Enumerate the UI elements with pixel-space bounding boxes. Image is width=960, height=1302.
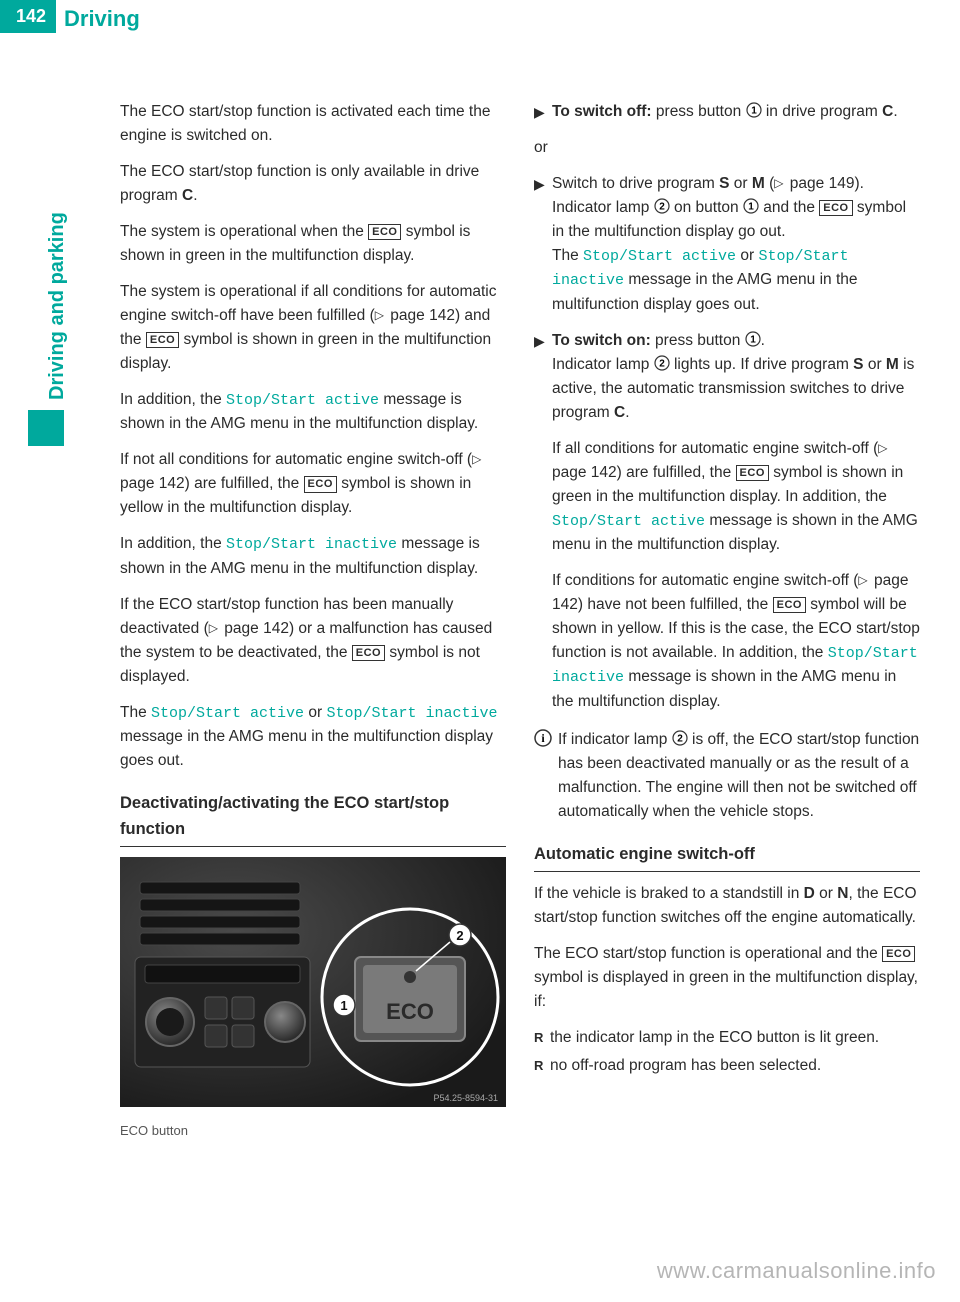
watermark: www.carmanualsonline.info (657, 1258, 936, 1284)
side-tab-label: Driving and parking (46, 212, 69, 400)
side-tab: Driving and parking (28, 170, 68, 450)
para: The ECO start/stop function is activated… (120, 100, 506, 148)
left-column: The ECO start/stop function is activated… (120, 100, 506, 1151)
figure-caption: ECO button (120, 1121, 506, 1141)
para: The system is operational when the ECO s… (120, 220, 506, 268)
eco-icon: ECO (352, 645, 385, 661)
triangle-icon: ▷ (774, 174, 783, 193)
para: The ECO start/stop function is operation… (534, 942, 920, 1014)
eco-button-figure: ECO 1 2 P54.25-8594-31 (120, 857, 506, 1107)
para: In addition, the Stop/Start inactive mes… (120, 532, 506, 580)
para: If the ECO start/stop function has been … (120, 593, 506, 689)
info-note: i If indicator lamp 2 is off, the ECO st… (534, 728, 920, 824)
svg-text:1: 1 (340, 998, 347, 1013)
svg-text:2: 2 (659, 358, 665, 369)
eco-icon: ECO (819, 200, 852, 216)
right-column: ▶ To switch off: press button 1 in drive… (534, 100, 920, 1151)
svg-text:2: 2 (456, 928, 463, 943)
triangle-icon: ▷ (472, 450, 481, 469)
content-area: The ECO start/stop function is activated… (120, 100, 920, 1151)
page-header: 142 Driving (0, 0, 960, 33)
action-item: ▶ Switch to drive program S or M (▷ page… (534, 172, 920, 317)
side-tab-block (28, 410, 64, 446)
callout-1-icon: 1 (743, 198, 759, 214)
para: In addition, the Stop/Start active messa… (120, 388, 506, 436)
para: If all conditions for automatic engine s… (552, 437, 920, 557)
triangle-icon: ▷ (209, 619, 218, 638)
eco-icon: ECO (146, 332, 179, 348)
subheading: Automatic engine switch-off (534, 842, 920, 868)
para: The ECO start/stop function is only avai… (120, 160, 506, 208)
callout-2-icon: 2 (654, 355, 670, 371)
page-title: Driving (56, 0, 140, 32)
svg-text:1: 1 (750, 334, 756, 345)
action-item: ▶ To switch on: press button 1. Indicato… (534, 329, 920, 425)
page-number: 142 (0, 0, 56, 33)
info-icon: i (534, 728, 558, 748)
bullet-item: R no off-road program has been selected. (534, 1054, 920, 1078)
para: If not all conditions for automatic engi… (120, 448, 506, 520)
eco-icon: ECO (368, 224, 401, 240)
para: The system is operational if all conditi… (120, 280, 506, 376)
callout-1-icon: 1 (745, 331, 761, 347)
action-item: ▶ To switch off: press button 1 in drive… (534, 100, 920, 124)
svg-text:ECO: ECO (386, 999, 434, 1024)
eco-icon: ECO (773, 597, 806, 613)
svg-text:1: 1 (748, 202, 754, 213)
callout-2-icon: 2 (654, 198, 670, 214)
action-arrow-icon: ▶ (534, 329, 552, 425)
triangle-icon: ▷ (375, 306, 384, 325)
eco-icon: ECO (736, 465, 769, 481)
bullet-item: R the indicator lamp in the ECO button i… (534, 1026, 920, 1050)
para: If conditions for automatic engine switc… (552, 569, 920, 714)
svg-text:2: 2 (659, 202, 665, 213)
bullet-icon: R (534, 1054, 550, 1078)
svg-text:2: 2 (677, 733, 683, 744)
action-arrow-icon: ▶ (534, 172, 552, 317)
eco-icon: ECO (304, 476, 337, 492)
callout-1-icon: 1 (746, 102, 762, 118)
svg-text:i: i (541, 731, 545, 745)
para: The Stop/Start active or Stop/Start inac… (120, 701, 506, 773)
para: If the vehicle is braked to a standstill… (534, 882, 920, 930)
action-arrow-icon: ▶ (534, 100, 552, 124)
subheading: Deactivating/activating the ECO start/st… (120, 791, 506, 842)
figure-code: P54.25-8594-31 (433, 1093, 498, 1103)
rule (534, 871, 920, 872)
bullet-icon: R (534, 1026, 550, 1050)
svg-text:1: 1 (751, 106, 757, 117)
or-text: or (534, 136, 920, 160)
callout-2-icon: 2 (672, 730, 688, 746)
rule (120, 846, 506, 847)
triangle-icon: ▷ (858, 571, 867, 590)
triangle-icon: ▷ (878, 439, 887, 458)
eco-icon: ECO (882, 946, 915, 962)
